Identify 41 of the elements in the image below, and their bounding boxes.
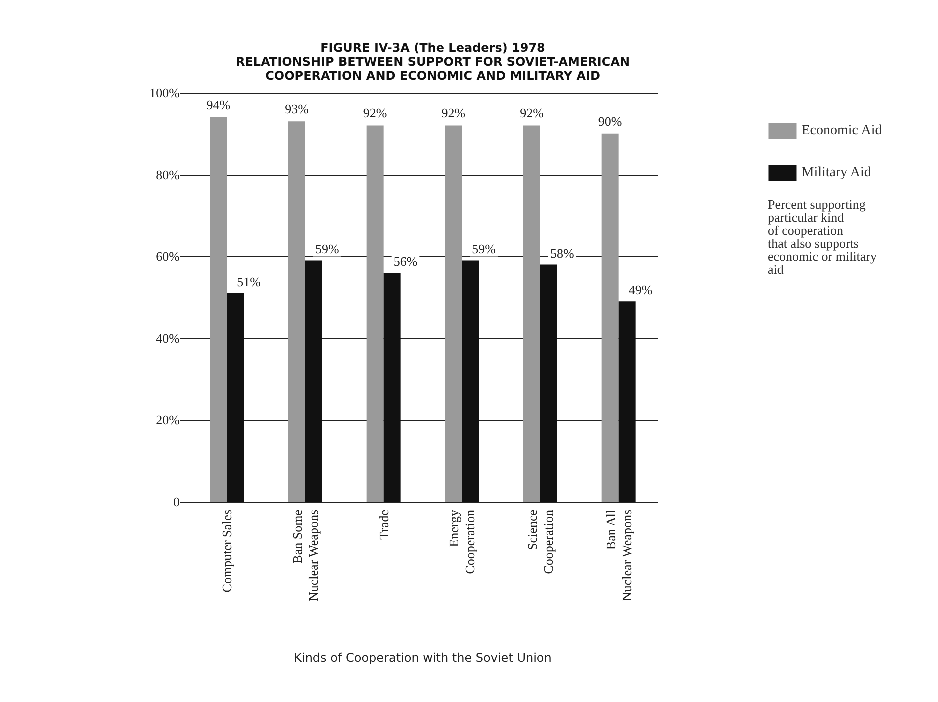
legend-label: Military Aid bbox=[802, 166, 872, 180]
chart-title: FIGURE IV-3A (The Leaders) 1978 RELATIONSHIP BETWEEN SUPPORT FOR SOVIET-AMERICAN COOPERATION AND ECONOMIC AND MILITARY AID bbox=[236, 41, 630, 83]
x-tick-label: Computer Sales bbox=[220, 510, 235, 593]
data-label: 92% bbox=[363, 106, 388, 121]
y-tick-label: 20% bbox=[156, 412, 180, 428]
bar bbox=[445, 126, 462, 502]
y-tick-label: 40% bbox=[156, 330, 180, 346]
y-tick-label: 0 bbox=[174, 494, 180, 510]
data-label: 93% bbox=[285, 102, 310, 117]
x-tick-label: Science Cooperation bbox=[525, 510, 556, 574]
data-label: 58% bbox=[550, 246, 574, 261]
data-label: 56% bbox=[394, 254, 418, 269]
data-label: 59% bbox=[472, 242, 496, 257]
bar bbox=[366, 126, 384, 502]
bar bbox=[227, 293, 244, 502]
bar bbox=[524, 126, 540, 502]
data-label: 92% bbox=[520, 106, 544, 121]
y-tick-label: 100% bbox=[150, 86, 180, 100]
bar bbox=[540, 264, 558, 502]
bar bbox=[210, 118, 228, 502]
bar bbox=[384, 272, 401, 502]
data-label: 59% bbox=[316, 242, 340, 257]
y-tick-label: 60% bbox=[156, 249, 180, 264]
x-tick-label: Trade bbox=[376, 510, 392, 540]
data-label: 94% bbox=[206, 98, 231, 113]
x-axis-title: Kinds of Cooperation with the Soviet Union bbox=[294, 651, 552, 665]
y-tick-label: 80% bbox=[156, 167, 180, 182]
bar bbox=[602, 134, 619, 502]
text: Percent supporting particular kind of cooperation that also supports economic or military aid bbox=[768, 197, 878, 277]
x-tick-label: Energy Cooperation bbox=[446, 510, 478, 574]
bar bbox=[618, 302, 636, 502]
bar bbox=[306, 260, 322, 502]
data-label: 49% bbox=[628, 282, 653, 298]
x-tick-label: Ban Some Nuclear Weapons bbox=[290, 510, 321, 602]
legend-label: Economic Aid bbox=[802, 124, 882, 138]
x-tick-label: Ban All Nuclear Weapons bbox=[603, 510, 634, 602]
bar bbox=[462, 260, 480, 502]
bar bbox=[288, 122, 306, 502]
data-label: 90% bbox=[598, 114, 622, 129]
data-label: 92% bbox=[442, 106, 466, 121]
data-label: 51% bbox=[237, 274, 262, 290]
